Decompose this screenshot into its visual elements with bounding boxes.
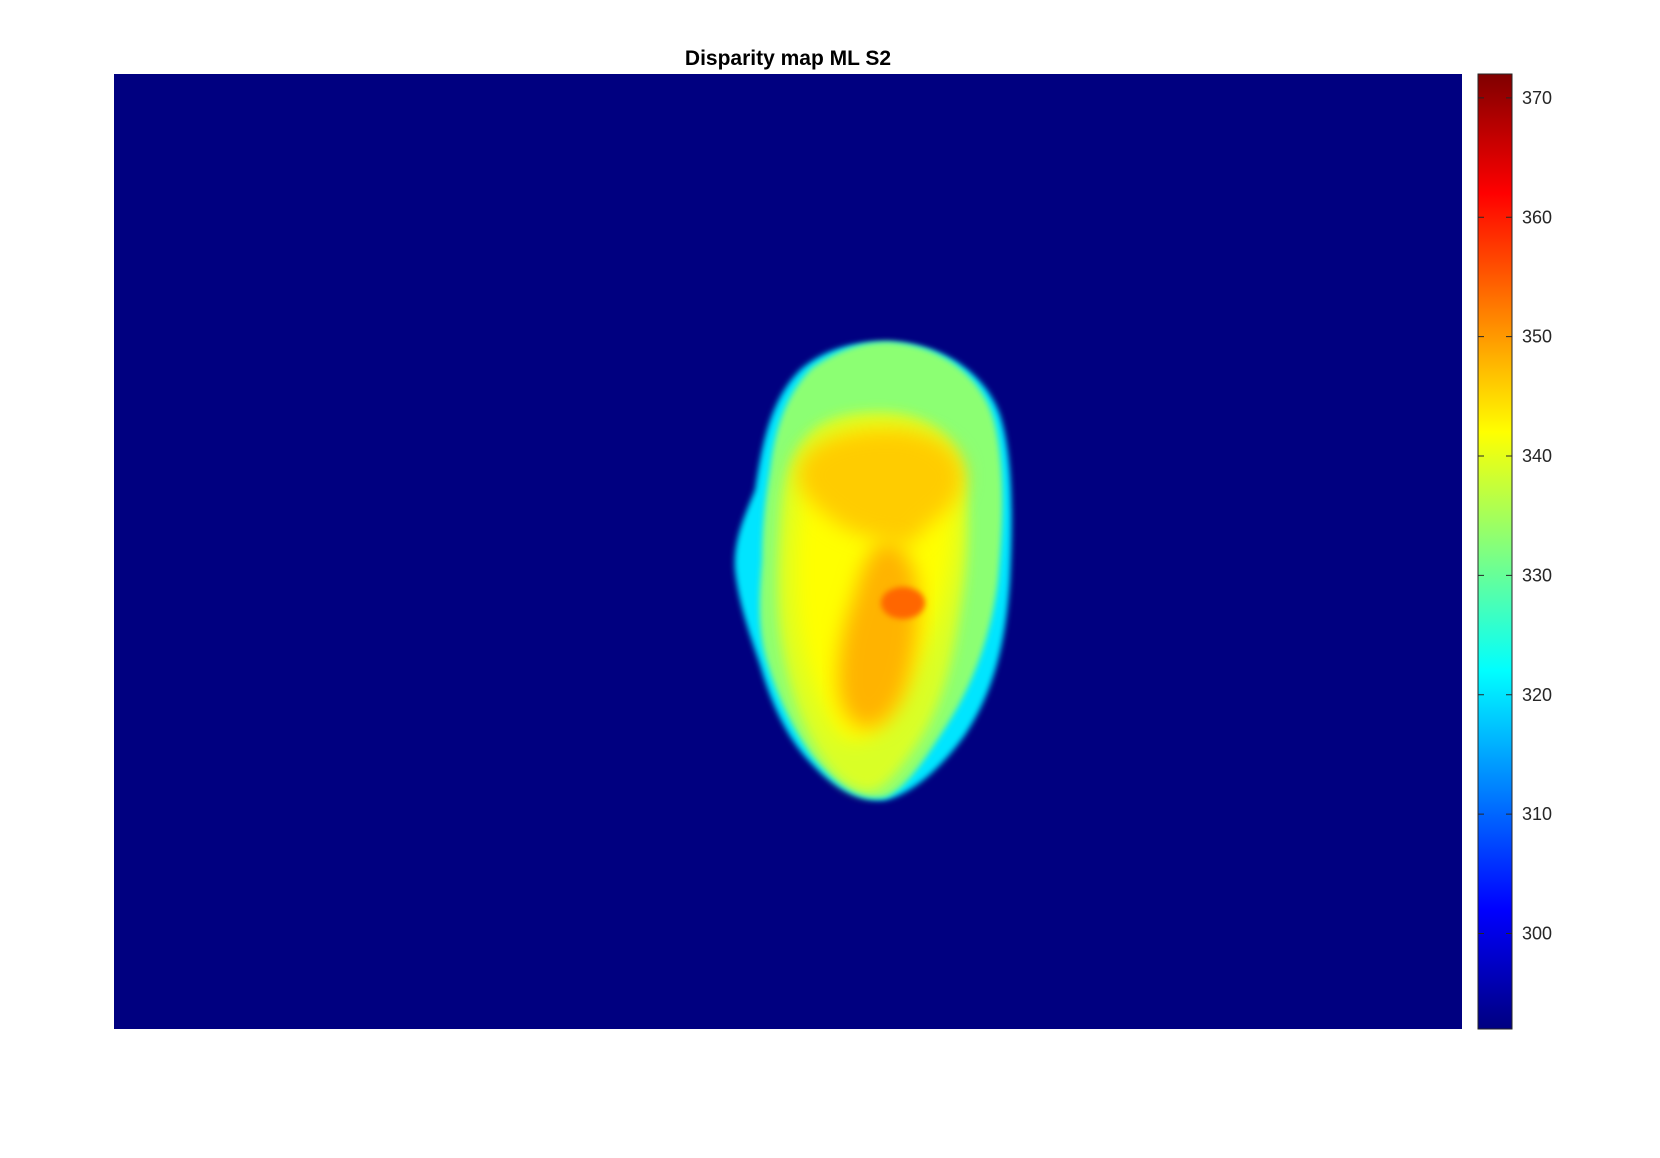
colorbar-tick-label: 370	[1522, 88, 1552, 108]
chart-title: Disparity map ML S2	[685, 47, 891, 70]
colorbar-tick-label: 300	[1522, 924, 1552, 944]
colorbar-tick-label: 330	[1522, 565, 1552, 585]
colorbar-tick-label: 360	[1522, 207, 1552, 227]
heatmap-plot-area	[114, 74, 1462, 1029]
colorbar-tick-label: 350	[1522, 327, 1552, 347]
colorbar-tick-label: 310	[1522, 804, 1552, 824]
colorbar-gradient	[1477, 73, 1513, 1030]
disparity-face-region	[734, 342, 1012, 801]
face-region-nose-tip	[881, 587, 925, 619]
colorbar: 300 310 320 330 340 350 360 370	[1477, 73, 1552, 1030]
colorbar-tick-label: 320	[1522, 685, 1552, 705]
face-region-center-ridge	[838, 540, 919, 729]
colorbar-tick-label: 340	[1522, 446, 1552, 466]
face-region-forehead	[798, 429, 963, 545]
colorbar-ticks: 300 310 320 330 340 350 360 370	[1478, 88, 1552, 944]
